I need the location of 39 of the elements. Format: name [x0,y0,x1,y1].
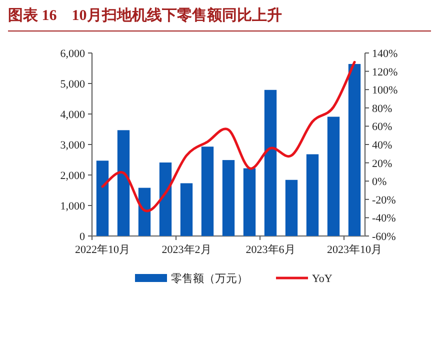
y-tick-label: 5,000 [60,78,86,90]
bar [222,160,235,236]
y2-tick-label: -60% [372,231,396,243]
y2-tick-label: 60% [372,121,392,134]
bar [138,188,151,236]
line-series [101,60,356,212]
y2-tick-label: 80% [372,102,392,115]
y2-tick-label: 40% [372,140,392,152]
bar [327,116,340,236]
bar [306,154,319,236]
x-tick-label: 2023年10月 [327,244,382,256]
y-tick-label: 3,000 [60,140,86,152]
y2-tick-label: 100% [372,84,398,97]
legend-label: YoY [312,273,332,285]
bar [264,90,277,236]
y2-tick-label: 0% [372,176,387,188]
x-tick-label: 2023年2月 [162,244,212,256]
bar [201,146,214,236]
bar [117,130,130,236]
y2-tick-label: 140% [372,48,398,60]
chart-title: 图表 16 10月扫地机线下零售额同比上升 [8,6,282,24]
x-tick-label: 2022年10月 [75,244,130,256]
y2-tick-label: -20% [372,194,396,206]
y-tick-label: 2,000 [60,170,86,182]
bar [285,180,298,236]
x-tick-label: 2023年6月 [246,244,296,256]
y2-tick-label: 20% [372,158,392,170]
legend-label: 零售额（万元） [171,272,248,285]
y-tick-label: 0 [80,231,86,243]
bar [243,168,256,236]
bar [180,183,193,236]
y2-tick-label: 120% [372,66,398,78]
y2-tick-label: -40% [372,212,396,225]
y-tick-label: 4,000 [60,109,86,121]
bar [348,64,361,236]
bar [96,160,109,236]
y-tick-label: 1,000 [60,200,86,212]
y-tick-label: 6,000 [60,48,86,60]
bar [159,162,172,236]
